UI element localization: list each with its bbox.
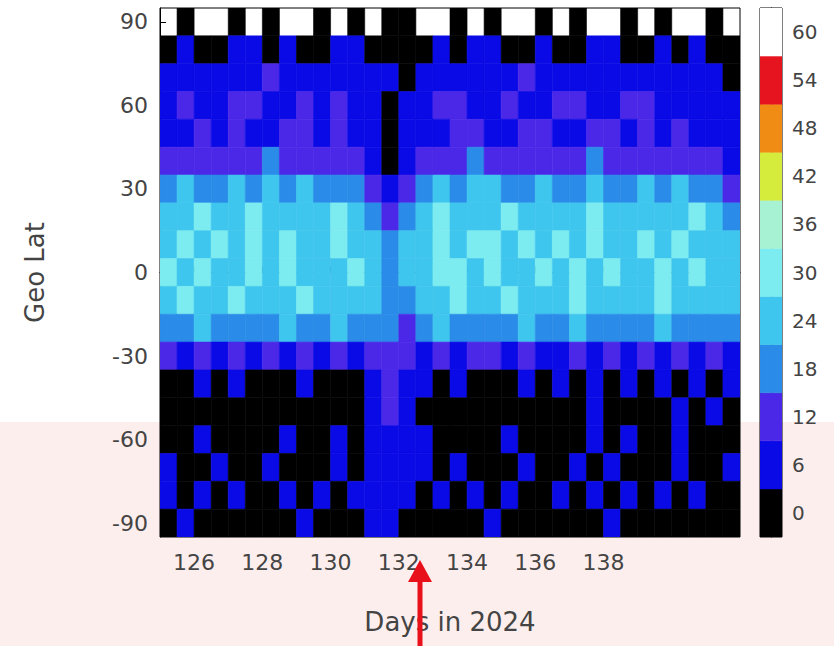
svg-text:36: 36 bbox=[792, 212, 817, 236]
svg-text:130: 130 bbox=[310, 550, 352, 575]
svg-text:24: 24 bbox=[792, 309, 817, 333]
svg-text:136: 136 bbox=[514, 550, 556, 575]
svg-text:138: 138 bbox=[583, 550, 625, 575]
svg-text:0: 0 bbox=[792, 501, 805, 525]
svg-text:128: 128 bbox=[241, 550, 283, 575]
svg-text:12: 12 bbox=[792, 405, 817, 429]
svg-text:Geo Lat: Geo Lat bbox=[20, 222, 50, 323]
svg-text:60: 60 bbox=[792, 20, 817, 44]
svg-text:0: 0 bbox=[134, 260, 148, 285]
svg-text:42: 42 bbox=[792, 164, 817, 188]
svg-text:Days in 2024: Days in 2024 bbox=[364, 607, 535, 637]
svg-text:60: 60 bbox=[120, 93, 148, 118]
svg-text:90: 90 bbox=[120, 9, 148, 34]
svg-text:6: 6 bbox=[792, 453, 805, 477]
svg-text:30: 30 bbox=[120, 176, 148, 201]
svg-text:134: 134 bbox=[446, 550, 488, 575]
svg-text:30: 30 bbox=[792, 261, 817, 285]
svg-text:126: 126 bbox=[173, 550, 215, 575]
svg-text:132: 132 bbox=[378, 550, 420, 575]
svg-text:54: 54 bbox=[792, 68, 817, 92]
svg-text:-60: -60 bbox=[112, 427, 148, 452]
svg-text:-30: -30 bbox=[112, 344, 148, 369]
svg-text:-90: -90 bbox=[112, 511, 148, 536]
svg-text:48: 48 bbox=[792, 116, 817, 140]
svg-text:18: 18 bbox=[792, 357, 817, 381]
